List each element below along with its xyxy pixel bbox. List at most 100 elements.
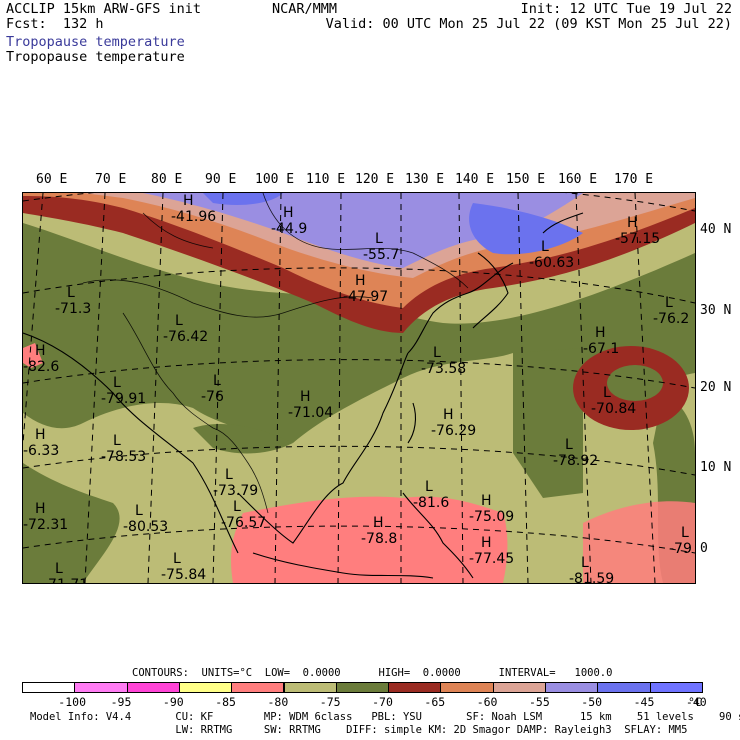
lon-label: 140 E — [455, 172, 495, 187]
extremum-value: -79 — [669, 541, 692, 557]
colorbar-swatch — [283, 682, 337, 693]
extremum-value: -82.6 — [23, 359, 59, 375]
extremum-letter: L — [433, 345, 441, 361]
extremum-letter: H — [35, 501, 46, 517]
extremum-letter: H — [283, 205, 294, 221]
valid-time: Valid: 00 UTC Mon 25 Jul 22 (09 KST Mon … — [325, 16, 732, 32]
forecast-hour: Fcst: 132 h — [6, 16, 104, 32]
extremum-value: -6.33 — [23, 443, 59, 459]
colorbar-swatch — [649, 682, 703, 693]
extremum-letter: L — [665, 295, 673, 311]
colorbar-label: -70 — [372, 695, 393, 709]
extremum-letter: H — [355, 273, 366, 289]
extremum-letter: H — [35, 343, 46, 359]
extremum-letter: L — [113, 375, 121, 391]
colorbar-label: -100 — [58, 695, 86, 709]
coastlines — [23, 212, 584, 579]
field-blue — [469, 203, 583, 255]
extremum-letter: H — [481, 493, 492, 509]
extremum-value: -47.97 — [343, 289, 388, 305]
lat-label: 40 N — [700, 222, 732, 237]
colorbar-swatch — [126, 682, 180, 693]
extremum-letter: L — [541, 239, 549, 255]
colorbar-label: -50 — [581, 695, 603, 709]
colorbar-swatch — [22, 682, 76, 693]
extremum-letter: L — [225, 467, 233, 483]
extremum-letter: H — [595, 325, 606, 341]
colorbar-label: -65 — [424, 695, 446, 709]
field-eddy-core — [607, 365, 663, 401]
extremum-value: -72.31 — [23, 517, 68, 533]
extremum-value: -71.3 — [55, 301, 91, 317]
colorbar-swatch — [440, 682, 494, 693]
lat-label: 0 — [700, 541, 708, 556]
field-olive-indian — [23, 463, 120, 583]
colorbar-label: -85 — [215, 695, 236, 709]
extremum-value: -67.1 — [583, 341, 619, 357]
colorbar-swatch — [597, 682, 651, 693]
extremum-letter: L — [55, 561, 63, 577]
tropopause-temperature-map: H-41.96 H-44.9L-55.7 L-60.63H-57.15H-47.97… — [22, 192, 696, 584]
lon-label: 150 E — [506, 172, 546, 187]
borders — [82, 193, 469, 514]
extremum-letter: H — [443, 407, 454, 423]
extremum-value: -57.15 — [615, 231, 660, 247]
extremum-letter: L — [425, 479, 433, 495]
colorbar-swatch — [388, 682, 442, 693]
extremum-letter: L — [565, 437, 573, 453]
extremum-letter: H — [183, 193, 194, 209]
extremum-value: -76.2 — [653, 311, 689, 327]
extremum-value: -71.04 — [288, 405, 333, 421]
extremum-letter: H — [300, 389, 311, 405]
extremum-value: -77.45 — [469, 551, 514, 567]
lon-label: 130 E — [405, 172, 445, 187]
colorbar-label: -40 — [685, 695, 707, 709]
lon-label: 160 E — [558, 172, 598, 187]
contour-info: CONTOURS: UNITS=°C LOW= 0.0000 HIGH= 0.0… — [132, 667, 613, 679]
extremum-value: -55.7 — [363, 247, 399, 263]
colorbar-swatch — [178, 682, 233, 693]
extremum-letter: L — [213, 373, 221, 389]
model-info-line1: Model Info: V4.4 CU: KF MP: WDM 6class P… — [30, 711, 740, 723]
extremum-value: -79.91 — [101, 391, 146, 407]
extremum-letter: L — [581, 555, 589, 571]
lon-label: 110 E — [306, 172, 346, 187]
lon-label: 80 E — [151, 172, 183, 187]
colorbar-label: -80 — [267, 695, 289, 709]
colorbar-swatch — [231, 682, 285, 693]
model-info-line2: LW: RRTMG SW: RRTMG DIFF: simple KM: 2D … — [30, 724, 688, 736]
extremum-value: -75.09 — [469, 509, 514, 525]
colorbar-label: -45 — [633, 695, 655, 709]
field-pink-tropics — [231, 496, 508, 583]
colorbar-unit: °C — [688, 695, 702, 709]
field-pink-west — [23, 343, 43, 368]
lon-label: 170 E — [614, 172, 654, 187]
lon-label: 60 E — [36, 172, 68, 187]
lon-label: 100 E — [255, 172, 295, 187]
extremum-letter: L — [375, 231, 383, 247]
extremum-value: -78.92 — [553, 453, 598, 469]
extremum-letter: H — [481, 535, 492, 551]
extremum-letter: L — [233, 499, 241, 515]
extremum-letter: L — [603, 385, 611, 401]
extremum-value: -73.58 — [421, 361, 466, 377]
extremum-letter: H — [373, 515, 384, 531]
extremum-value: -70.84 — [591, 401, 636, 417]
extremum-value: -76.42 — [163, 329, 208, 345]
field-pink-east — [583, 501, 695, 583]
extremum-value: -81.6 — [413, 495, 449, 511]
extremum-letter: L — [67, 285, 75, 301]
colorbar-swatch — [74, 682, 128, 693]
extremum-value: -71.71 — [43, 577, 88, 584]
extremum-value: -81.59 — [569, 571, 614, 584]
extremum-value: -73.79 — [213, 483, 258, 499]
temperature-field — [23, 193, 695, 583]
extremum-value: -44.9 — [271, 221, 307, 237]
extremum-letter: L — [173, 551, 181, 567]
lon-label: 90 E — [205, 172, 237, 187]
init-time: Init: 12 UTC Tue 19 Jul 22 — [520, 1, 732, 17]
field-title-colored: Tropopause temperature — [6, 34, 185, 50]
colorbar-label: -55 — [529, 695, 550, 709]
colorbar-label: -75 — [319, 695, 341, 709]
extrema-markers: H-41.96 H-44.9L-55.7 L-60.63H-57.15H-47.97… — [23, 193, 692, 584]
